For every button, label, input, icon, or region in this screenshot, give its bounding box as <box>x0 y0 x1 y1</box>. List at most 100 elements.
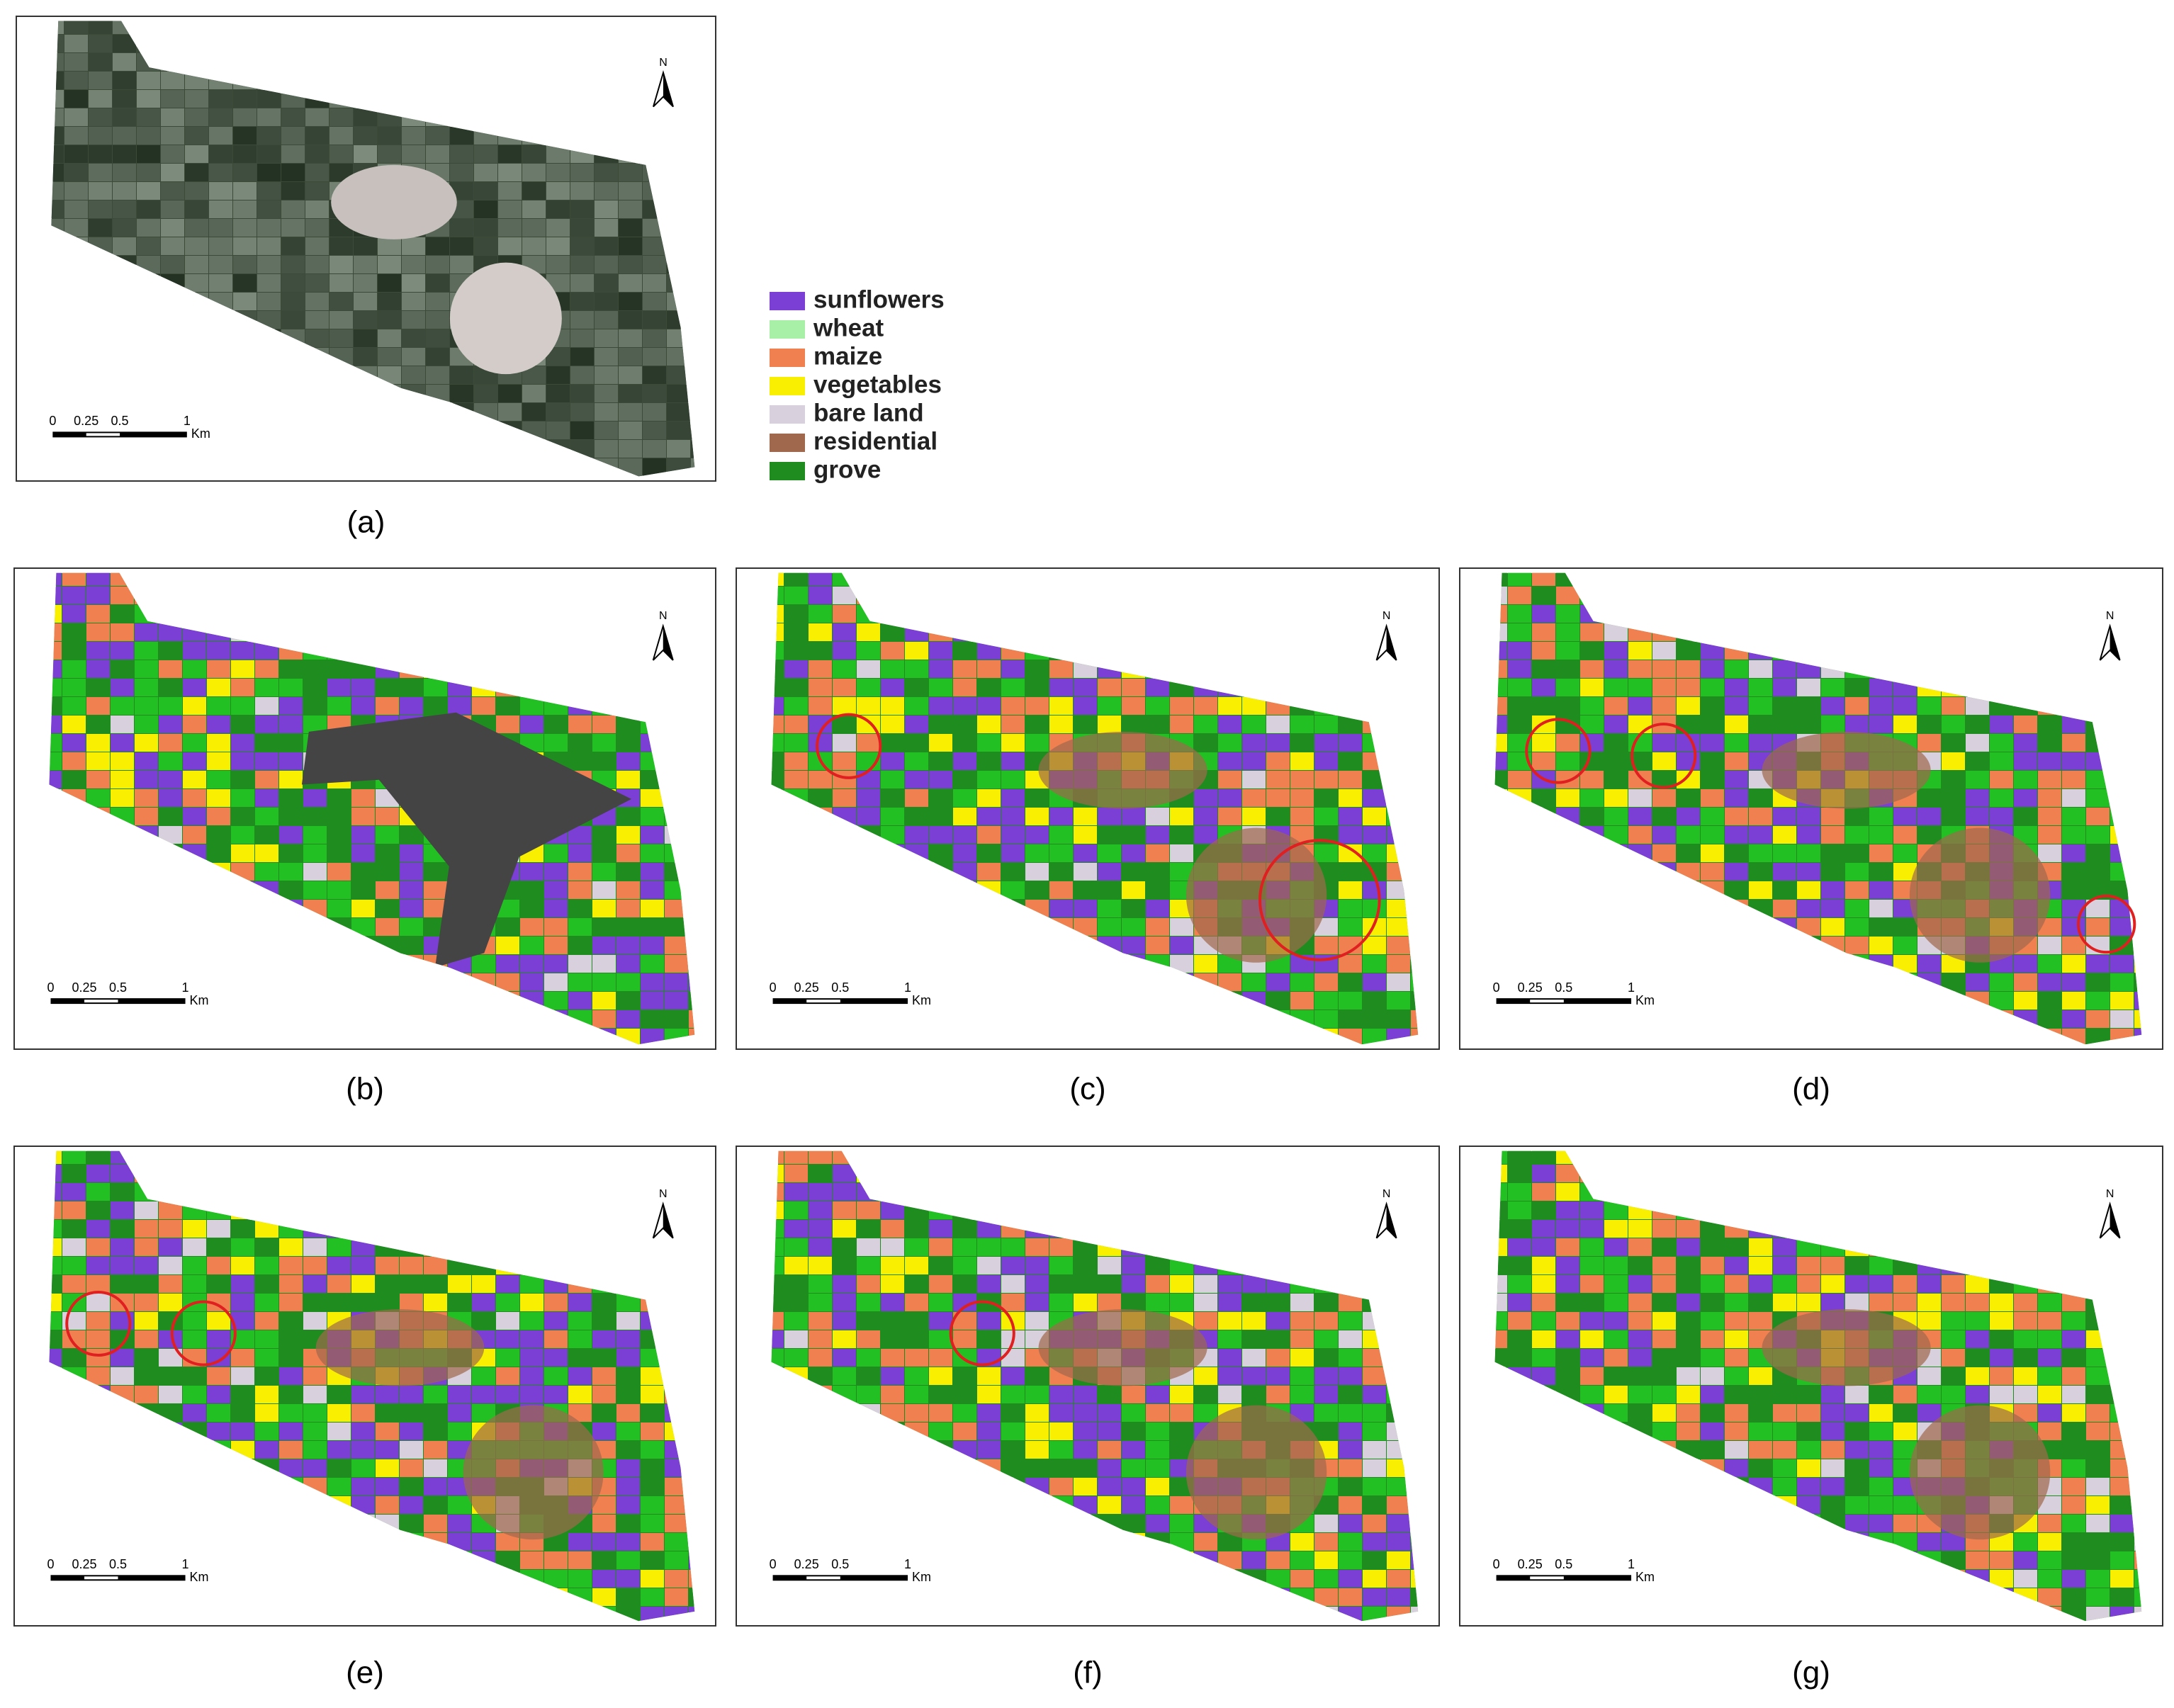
land-patch <box>520 1294 544 1311</box>
land-patch <box>1170 1423 1193 1440</box>
land-patch <box>1917 716 1941 733</box>
land-patch <box>570 403 594 421</box>
land-patch <box>402 127 425 145</box>
land-patch <box>1290 771 1314 788</box>
land-patch <box>1845 863 1869 881</box>
land-patch <box>857 679 880 696</box>
land-patch <box>1580 716 1604 733</box>
land-patch <box>1508 697 1531 715</box>
land-patch <box>570 329 594 347</box>
land-patch <box>231 1386 254 1403</box>
land-patch <box>1508 716 1531 733</box>
land-patch <box>1242 1386 1266 1403</box>
land-patch <box>1773 716 1796 733</box>
land-patch <box>424 1423 447 1440</box>
land-patch <box>2014 808 2037 825</box>
land-patch <box>616 1570 640 1588</box>
land-patch <box>1242 973 1266 991</box>
land-patch <box>303 808 327 825</box>
land-patch <box>1821 679 1844 696</box>
land-patch <box>402 237 425 255</box>
land-patch <box>207 1367 230 1385</box>
land-patch <box>977 1238 1001 1256</box>
land-patch <box>1001 1257 1025 1274</box>
land-patch <box>665 1625 688 1643</box>
land-patch <box>1990 789 2013 807</box>
land-patch <box>1725 697 1748 715</box>
scale-label: 1 <box>182 1557 189 1571</box>
land-patch <box>784 587 808 604</box>
land-patch <box>279 863 303 881</box>
land-patch <box>1266 771 1290 788</box>
land-patch <box>1701 789 1724 807</box>
land-patch <box>1290 973 1314 991</box>
land-patch <box>1869 863 1893 881</box>
land-patch <box>833 642 856 660</box>
land-patch <box>1387 1551 1410 1569</box>
land-patch <box>1339 992 1362 1009</box>
land-patch <box>1049 900 1073 917</box>
land-patch <box>279 1312 303 1330</box>
land-patch <box>137 145 160 163</box>
land-patch <box>833 1349 856 1367</box>
land-patch <box>1001 734 1025 752</box>
land-patch <box>570 422 594 439</box>
land-patch <box>570 182 594 200</box>
land-patch <box>520 1386 544 1403</box>
land-patch <box>2086 973 2110 991</box>
land-patch <box>544 1349 568 1367</box>
land-patch <box>953 1257 976 1274</box>
land-patch <box>161 256 184 273</box>
land-patch <box>929 660 952 678</box>
land-patch <box>2062 808 2085 825</box>
land-patch <box>1290 808 1314 825</box>
land-patch <box>62 734 86 752</box>
land-patch <box>1314 1515 1338 1532</box>
land-patch <box>1242 1312 1266 1330</box>
land-patch <box>1411 1625 1434 1643</box>
land-patch <box>1677 826 1700 844</box>
land-patch <box>616 881 640 899</box>
land-patch <box>49 1330 62 1348</box>
land-patch <box>881 1275 904 1293</box>
land-patch <box>376 1459 399 1477</box>
land-patch <box>209 256 232 273</box>
land-patch <box>1580 771 1604 788</box>
land-patch <box>327 1441 351 1459</box>
land-patch <box>86 1220 110 1238</box>
land-patch <box>327 1275 351 1293</box>
scale-label: 0 <box>47 980 54 995</box>
land-patch <box>376 1496 399 1514</box>
land-patch <box>1387 1533 1410 1551</box>
land-patch <box>64 145 88 163</box>
land-patch <box>474 219 497 237</box>
land-patch <box>1773 900 1796 917</box>
unclassified-area <box>301 712 632 968</box>
land-patch <box>833 1257 856 1274</box>
land-patch <box>303 881 327 899</box>
land-patch <box>784 660 808 678</box>
land-patch <box>1098 1386 1121 1403</box>
land-patch <box>1170 808 1193 825</box>
land-patch <box>424 1478 447 1495</box>
land-patch <box>1242 1367 1266 1385</box>
land-patch <box>715 182 738 200</box>
land-patch <box>1074 1625 1097 1643</box>
land-patch <box>570 311 594 329</box>
land-patch <box>977 1312 1001 1330</box>
land-patch <box>595 164 618 181</box>
land-patch <box>1218 752 1241 770</box>
land-patch <box>881 642 904 660</box>
land-patch <box>1869 679 1893 696</box>
land-patch <box>522 385 546 402</box>
land-patch <box>1074 1423 1097 1440</box>
land-patch <box>1797 808 1820 825</box>
land-patch <box>1025 1275 1049 1293</box>
land-patch <box>1218 1625 1241 1643</box>
land-patch <box>1508 1165 1531 1182</box>
highlight-circle <box>1525 718 1592 784</box>
land-patch <box>1218 808 1241 825</box>
land-patch <box>1628 660 1652 678</box>
land-patch <box>1725 826 1748 844</box>
land-patch <box>330 145 353 163</box>
